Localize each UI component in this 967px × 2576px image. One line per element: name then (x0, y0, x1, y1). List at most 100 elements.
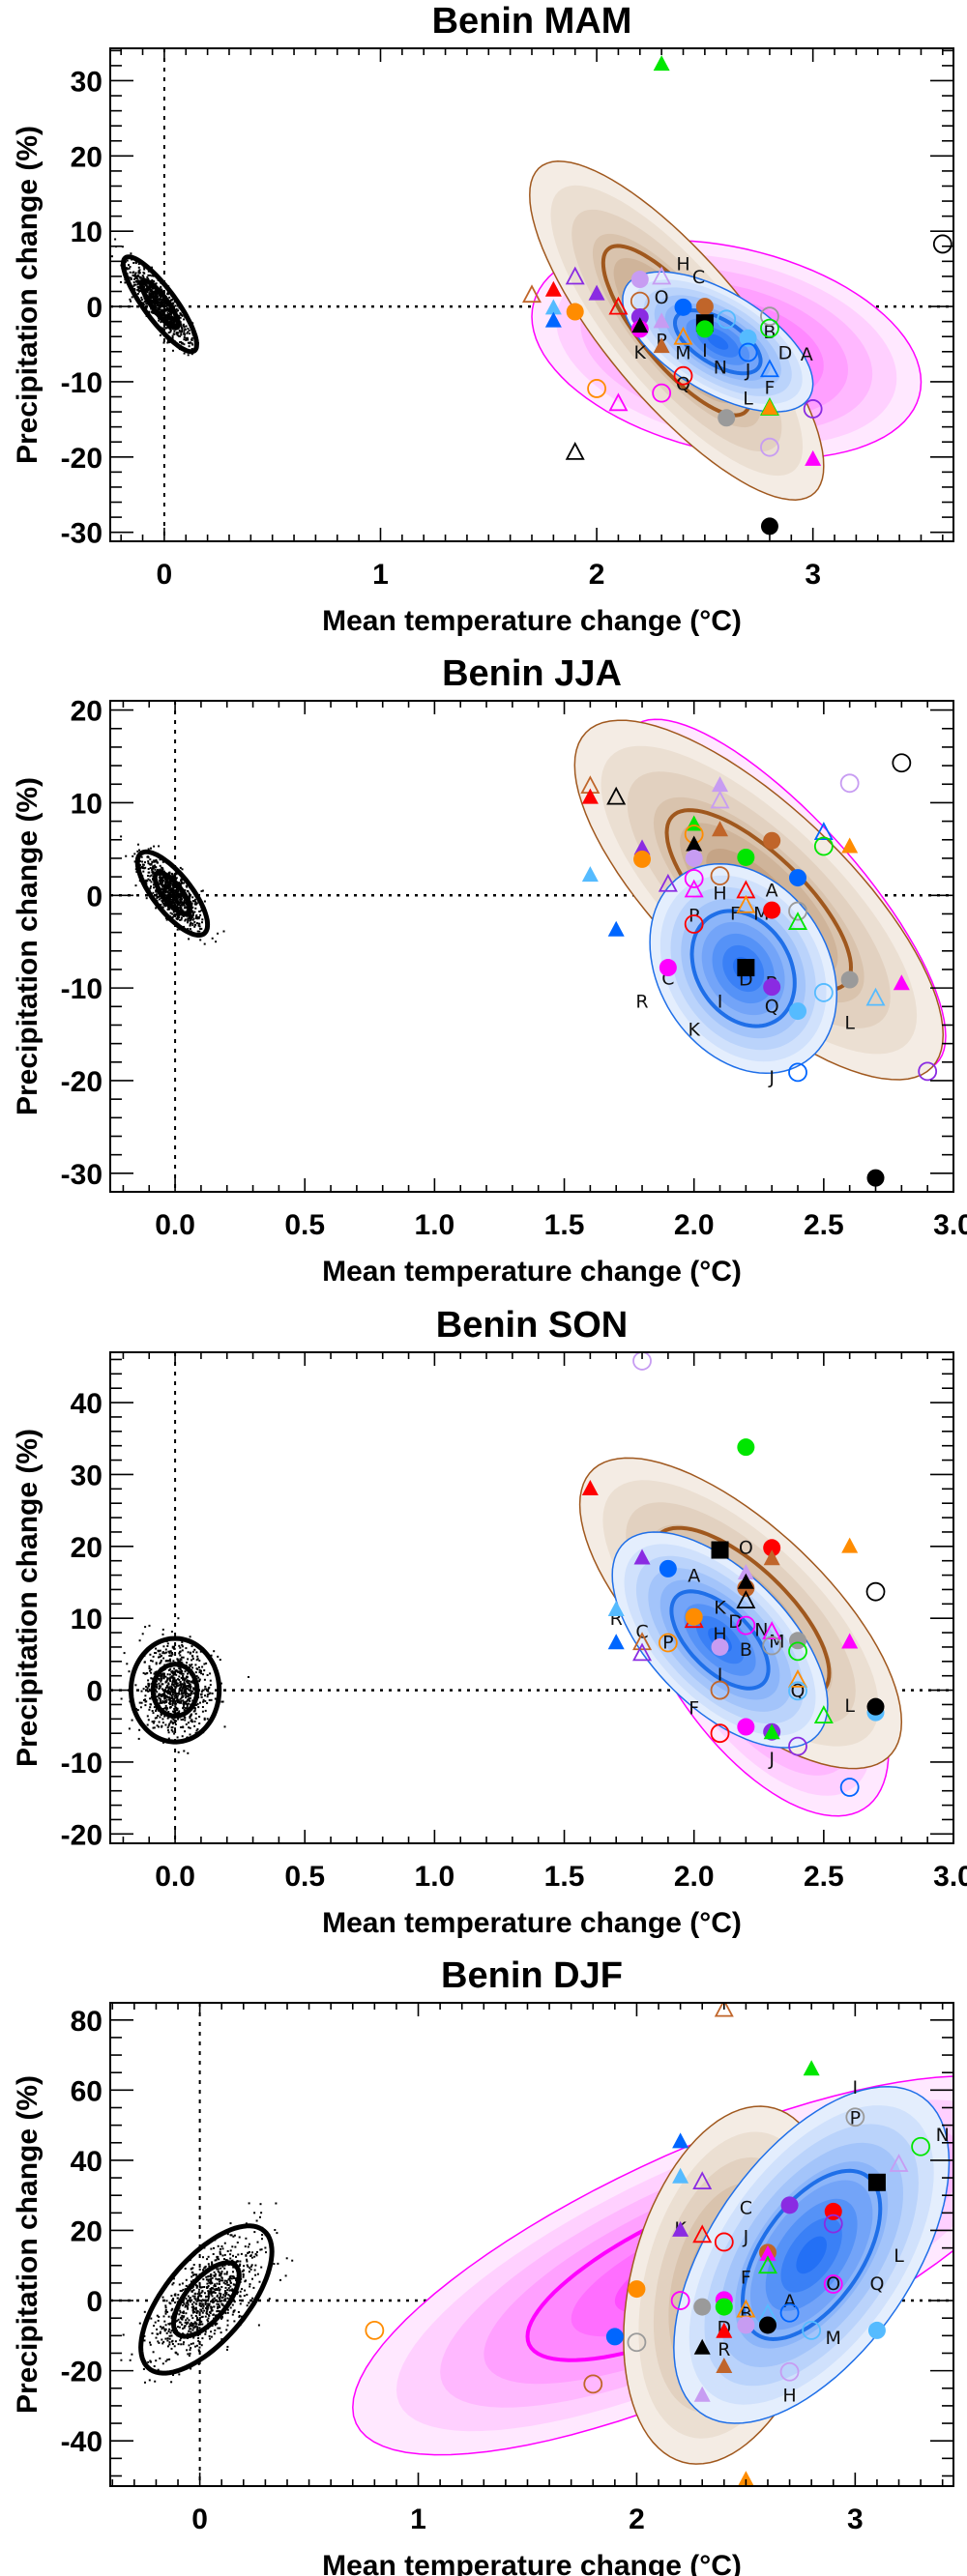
cloud-dot (255, 2254, 258, 2257)
cloud-dot (202, 1689, 205, 1692)
x-tick-label: 2.0 (674, 1209, 715, 1241)
cloud-dot (161, 883, 164, 886)
cloud-dot (186, 1680, 188, 1683)
cloud-dot (179, 341, 182, 343)
cloud-dot (204, 2303, 207, 2305)
x-tick-label: 0.5 (284, 1861, 325, 1893)
cloud-dot (178, 2326, 181, 2329)
cloud-dot (195, 1675, 198, 1678)
cloud-dot (174, 1690, 177, 1693)
cloud-dot (152, 1712, 155, 1715)
cloud-dot (166, 341, 169, 344)
cloud-dot (265, 2251, 267, 2254)
cloud-dot (222, 2294, 225, 2296)
cloud-dot (219, 2299, 221, 2301)
cloud-dot (147, 848, 150, 851)
cloud-dot (178, 907, 181, 910)
cloud-dot (189, 2349, 191, 2352)
cloud-dot (151, 868, 154, 871)
model-point-blue-triangle (672, 2132, 689, 2149)
cloud-dot (177, 2294, 180, 2297)
cloud-dot (217, 1655, 220, 1658)
model-point-magenta-circle (659, 959, 677, 977)
cloud-dot (219, 2327, 221, 2330)
cloud-dot (144, 881, 147, 883)
cloud-dot (143, 2339, 146, 2342)
cloud-dot (183, 343, 186, 346)
cloud-dot (153, 1706, 156, 1709)
cloud-dot (233, 2283, 236, 2286)
cloud-dot (159, 2357, 161, 2359)
cloud-dot (181, 331, 183, 333)
cloud-dot (172, 894, 175, 897)
cloud-dot (161, 1724, 163, 1727)
x-tick-label: 0 (157, 559, 173, 591)
cloud-dot (171, 1702, 174, 1705)
cloud-dot (232, 2235, 235, 2238)
cloud-dot (195, 916, 197, 919)
model-point-black-circle (892, 753, 912, 773)
cloud-dot (149, 867, 152, 869)
cloud-dot (148, 1683, 151, 1686)
cloud-dot (251, 2251, 253, 2254)
cloud-dot (136, 1709, 139, 1712)
cloud-dot (181, 1687, 184, 1690)
cloud-dot (175, 1682, 178, 1685)
model-point-green-triangle (788, 912, 808, 930)
model-letter-label: F (741, 2268, 751, 2289)
cloud-dot (171, 898, 174, 901)
cloud-dot (180, 881, 183, 883)
x-tick-label: 1 (372, 559, 389, 591)
cloud-dot (191, 924, 194, 927)
cloud-dot (141, 1633, 144, 1635)
cloud-dot (247, 2252, 249, 2254)
cloud-dot (189, 918, 191, 921)
cloud-dot (204, 1709, 207, 1712)
cloud-dot (181, 1662, 184, 1664)
cloud-dot (150, 874, 153, 877)
cloud-dot (182, 2328, 184, 2330)
cloud-dot (176, 1696, 179, 1699)
cloud-dot (212, 2253, 215, 2255)
cloud-dot (199, 2300, 201, 2302)
cloud-dot (180, 325, 183, 328)
cloud-dot (189, 1694, 191, 1696)
cloud-dot (174, 1723, 177, 1725)
cloud-dot (196, 930, 199, 933)
model-point-orange-triangle (736, 894, 756, 913)
cloud-dot (217, 2301, 220, 2302)
cloud-dot (151, 278, 154, 281)
cloud-dot (220, 2279, 222, 2282)
cloud-dot (141, 275, 144, 277)
model-point-magenta-circle (670, 2291, 690, 2310)
cloud-dot (190, 348, 193, 350)
cloud-dot (168, 1700, 171, 1703)
cloud-dot (171, 875, 173, 878)
cloud-dot (187, 928, 190, 930)
cloud-dot (159, 877, 161, 880)
cloud-dot (230, 2277, 233, 2280)
model-point-brown-triangle (522, 284, 542, 304)
model-point-blue-triangle (813, 822, 834, 840)
cloud-dot (161, 299, 164, 302)
cloud-dot (158, 845, 161, 848)
cloud-dot (179, 899, 182, 902)
cloud-dot (153, 1726, 156, 1729)
cloud-dot (158, 2315, 161, 2318)
cloud-dot (212, 2291, 215, 2294)
cloud-dot (210, 1698, 213, 1701)
cloud-dot (146, 1723, 149, 1726)
cloud-dot (166, 1673, 169, 1676)
cloud-dot (166, 1678, 169, 1681)
cloud-dot (197, 917, 200, 920)
cloud-dot (223, 2242, 226, 2244)
model-point-brown-circle (583, 2374, 603, 2394)
cloud-dot (161, 2342, 164, 2345)
cloud-dot (185, 2284, 188, 2287)
cloud-dot (161, 1688, 163, 1691)
cloud-dot (219, 1659, 221, 1662)
model-point-brown-triangle (716, 2357, 733, 2373)
model-point-orange-triangle (761, 398, 778, 415)
y-tick-label: 0 (86, 881, 103, 912)
cloud-dot (221, 2303, 224, 2306)
